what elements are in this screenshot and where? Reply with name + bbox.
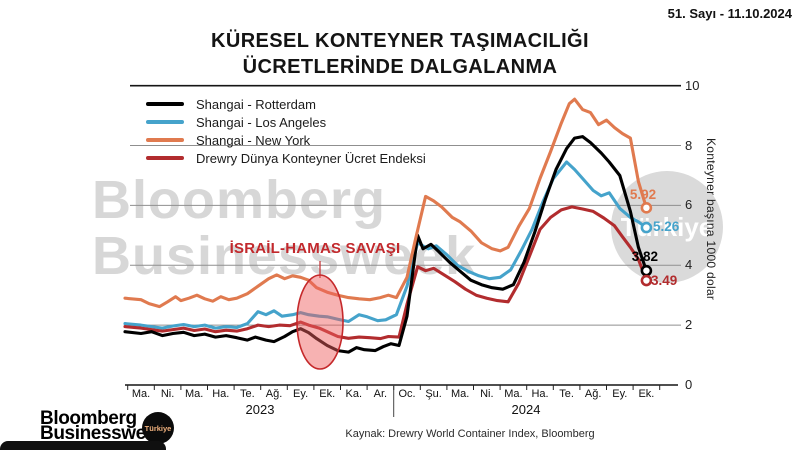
end-value-rotterdam: 3.82: [631, 249, 658, 264]
bottom-bar-fragment: [0, 441, 166, 450]
series-line-1: [123, 160, 648, 330]
x-tick-label-17: Ağ.: [584, 388, 602, 400]
x-tick-label-5: Ağ.: [265, 388, 283, 400]
end-marker-0: [640, 264, 653, 277]
x-tick-label-8: Ka.: [345, 388, 363, 400]
legend-item-los-angeles: Shangai - Los Angeles: [146, 113, 426, 131]
x-tick-label-13: Ni.: [480, 388, 494, 400]
end-value-drewry: 3.49: [651, 273, 678, 288]
chart-title: KÜRESEL KONTEYNER TAŞIMACILIĞI ÜCRETLERİ…: [0, 28, 800, 80]
legend-label-drewry: Drewry Dünya Konteyner Ücret Endeksi: [196, 150, 426, 166]
legend-label-new-york: Shangai - New York: [196, 132, 311, 148]
x-tick-label-9: Ar.: [373, 388, 388, 400]
legend-label-rotterdam: Shangai - Rotterdam: [196, 96, 316, 112]
x-tick-label-16: Te.: [559, 388, 574, 400]
x-tick-label-3: Ha.: [212, 388, 230, 400]
x-tick-label-14: Ma.: [504, 388, 523, 400]
legend-swatch-rotterdam: [146, 101, 184, 107]
logo-line2: Businessweek: [40, 423, 167, 444]
x-tick-label-18: Ey.: [612, 388, 628, 400]
y-tick-label-10: 10: [685, 77, 700, 93]
legend-label-los-angeles: Shangai - Los Angeles: [196, 114, 327, 130]
series-line-2: [123, 97, 648, 309]
legend-swatch-drewry: [146, 155, 184, 161]
turkiye-badge-label: Türkiye: [144, 423, 172, 433]
war-highlight-ellipse: [296, 274, 344, 370]
x-tick-label-2: Ma.: [185, 388, 204, 400]
issue-date: 51. Sayı - 11.10.2024: [667, 6, 792, 21]
y-tick-label-0: 0: [685, 377, 693, 392]
series-line-3: [123, 205, 648, 341]
legend-item-rotterdam: Shangai - Rotterdam: [146, 95, 426, 113]
turkiye-badge: Türkiye: [142, 412, 174, 444]
legend-swatch-los-angeles: [146, 119, 184, 125]
y-axis-unit-label: Konteyner başına 1000 dolar: [704, 138, 718, 301]
watermark-line1: Bloomberg: [92, 170, 387, 230]
legend-item-new-york: Shangai - New York: [146, 131, 426, 149]
y-tick-label-4: 4: [685, 257, 693, 273]
year-label-2024: 2024: [511, 402, 541, 417]
end-marker-1: [640, 221, 653, 234]
chart-title-line1: KÜRESEL KONTEYNER TAŞIMACILIĞI: [211, 30, 589, 52]
legend-swatch-new-york: [146, 137, 184, 143]
annotation-israil-hamas: İSRAİL-HAMAS SAVAŞI: [229, 240, 401, 257]
x-tick-label-0: Ma.: [131, 388, 151, 400]
x-tick-label-11: Şu.: [425, 388, 442, 400]
logo-line1: Bloomberg: [40, 408, 137, 429]
x-tick-label-7: Ek.: [319, 388, 336, 400]
source-note: Kaynak: Drewry World Container Index, Bl…: [345, 428, 595, 440]
x-tick-label-1: Ni.: [160, 388, 175, 400]
y-tick-label-2: 2: [685, 317, 693, 333]
legend: Shangai - Rotterdam Shangai - Los Angele…: [146, 95, 426, 167]
end-value-los-angeles: 5.26: [653, 219, 680, 234]
x-tick-label-4: Te.: [240, 388, 255, 400]
legend-item-drewry: Drewry Dünya Konteyner Ücret Endeksi: [146, 149, 426, 167]
x-tick-label-15: Ha.: [531, 388, 549, 400]
end-marker-3: [640, 274, 653, 287]
bloomberg-businessweek-logo: Bloomberg Businessweek: [40, 408, 167, 444]
series-line-0: [123, 135, 648, 354]
x-tick-label-19: Ek.: [638, 388, 655, 400]
end-value-new-york: 5.92: [629, 187, 657, 202]
chart-title-line2: ÜCRETLERİNDE DALGALANMA: [242, 56, 558, 78]
x-tick-label-12: Ma.: [451, 388, 470, 400]
x-tick-label-6: Ey.: [293, 388, 309, 400]
x-tick-label-10: Oc.: [398, 388, 416, 400]
year-label-2023: 2023: [245, 402, 275, 417]
y-tick-label-8: 8: [685, 137, 693, 153]
end-marker-2: [640, 202, 653, 214]
y-tick-label-6: 6: [685, 197, 693, 213]
